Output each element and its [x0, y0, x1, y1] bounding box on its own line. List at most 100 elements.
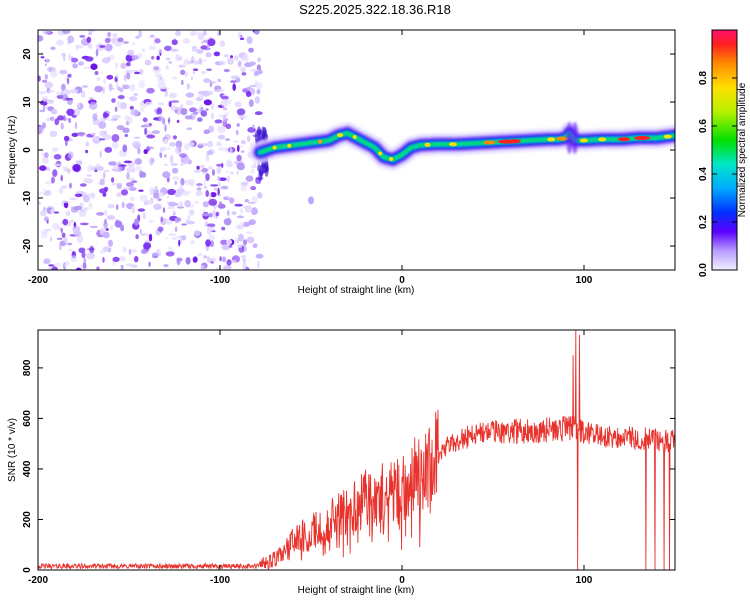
- noise-speckle: [174, 226, 178, 233]
- noise-speckle: [93, 140, 101, 143]
- noise-speckle: [176, 57, 181, 60]
- noise-speckle: [244, 205, 253, 213]
- noise-speckle: [88, 201, 93, 210]
- snr-x-axis-label: Height of straight line (km): [298, 585, 415, 596]
- noise-speckle: [208, 125, 215, 133]
- noise-speckle: [102, 246, 110, 252]
- ridge-hot-spot: [580, 138, 588, 143]
- noise-speckle: [42, 96, 49, 102]
- snr-frame: [37, 329, 676, 571]
- noise-speckle: [230, 80, 237, 84]
- noise-speckle: [75, 191, 82, 194]
- noise-speckle: [60, 185, 68, 190]
- noise-speckle: [145, 233, 149, 237]
- noise-speckle: [216, 89, 225, 92]
- noise-speckle: [129, 196, 135, 201]
- noise-speckle: [139, 107, 145, 112]
- noise-speckle: [242, 221, 251, 227]
- noise-speckle: [120, 267, 124, 270]
- snr-x-axis: -200 -100 0 100: [28, 330, 593, 586]
- noise-speckle: [106, 74, 114, 80]
- noise-speckle: [157, 48, 163, 54]
- noise-speckle: [112, 256, 120, 262]
- snr-panel: -200 -100 0 100 0 200 400 600 800 Height of str…: [7, 329, 676, 596]
- noise-speckle: [38, 201, 42, 205]
- noise-speckle: [41, 151, 45, 157]
- noise-speckle: [83, 177, 88, 184]
- noise-speckle: [149, 187, 155, 196]
- noise-speckle: [148, 45, 157, 51]
- noise-speckle: [223, 218, 232, 226]
- noise-speckle: [142, 117, 148, 123]
- noise-speckle: [49, 116, 55, 122]
- noise-speckle: [143, 123, 152, 128]
- noise-speckle: [139, 228, 142, 235]
- noise-speckle: [218, 181, 221, 187]
- noise-speckle: [60, 221, 63, 225]
- noise-speckle: [179, 201, 183, 208]
- noise-speckle: [163, 163, 168, 166]
- noise-speckle: [250, 186, 257, 191]
- noise-speckle: [122, 127, 130, 134]
- noise-speckle: [208, 192, 212, 200]
- noise-speckle: [86, 174, 93, 177]
- noise-speckle: [103, 112, 109, 118]
- noise-speckle: [175, 54, 179, 57]
- noise-speckle: [230, 75, 240, 80]
- snr-y-tick-label: 0: [22, 567, 33, 573]
- noise-speckle: [137, 147, 141, 155]
- noise-speckle: [170, 48, 179, 52]
- noise-speckle: [56, 237, 63, 240]
- noise-speckle: [206, 150, 213, 156]
- noise-speckle: [71, 57, 79, 63]
- noise-speckle: [43, 190, 52, 196]
- colorbar: 0.0 0.2 0.4 0.6 0.8 Normalized spectral ampl…: [698, 29, 748, 277]
- noise-speckle: [201, 212, 210, 217]
- colorbar-tick-label: 0.4: [698, 167, 709, 181]
- noise-speckle: [45, 58, 49, 62]
- noise-speckle: [132, 167, 136, 174]
- noise-speckle: [138, 30, 142, 38]
- noise-speckle: [125, 69, 133, 75]
- noise-speckle: [102, 256, 105, 263]
- noise-speckle: [240, 181, 249, 186]
- noise-speckle: [174, 180, 177, 186]
- noise-speckle: [105, 44, 113, 52]
- noise-speckle: [237, 60, 242, 68]
- ridge-hot-spot: [547, 137, 556, 142]
- noise-speckle: [201, 41, 204, 44]
- noise-speckle: [239, 145, 243, 148]
- noise-speckle: [240, 66, 246, 73]
- noise-speckle: [153, 203, 162, 210]
- noise-speckle: [140, 233, 146, 236]
- noise-speckle: [85, 141, 90, 147]
- spectrogram-y-tick-label: -10: [22, 190, 33, 205]
- noise-speckle: [191, 46, 198, 53]
- noise-speckle: [43, 258, 51, 265]
- ridge-spike: [566, 122, 573, 154]
- colorbar-tick-label: 0.8: [698, 71, 709, 85]
- spectrogram-y-axis: -20 -10 0 10 20: [22, 48, 675, 253]
- noise-speckle: [168, 246, 173, 251]
- noise-speckle: [177, 217, 182, 222]
- noise-speckle: [254, 96, 261, 104]
- noise-speckle: [104, 37, 111, 44]
- noise-speckle: [148, 146, 154, 150]
- noise-speckle: [71, 132, 79, 137]
- noise-speckle: [129, 83, 136, 92]
- noise-speckle: [124, 74, 127, 82]
- noise-speckle: [90, 63, 98, 70]
- noise-speckle: [83, 66, 92, 69]
- noise-speckle: [198, 57, 203, 65]
- noise-speckle: [128, 248, 132, 256]
- noise-speckle: [42, 30, 51, 35]
- noise-speckle: [170, 100, 180, 103]
- noise-speckle: [116, 101, 123, 108]
- noise-speckle: [159, 115, 164, 122]
- noise-speckle: [190, 239, 195, 245]
- noise-speckle: [120, 62, 127, 69]
- noise-speckle: [205, 52, 212, 58]
- noise-speckle: [51, 176, 55, 184]
